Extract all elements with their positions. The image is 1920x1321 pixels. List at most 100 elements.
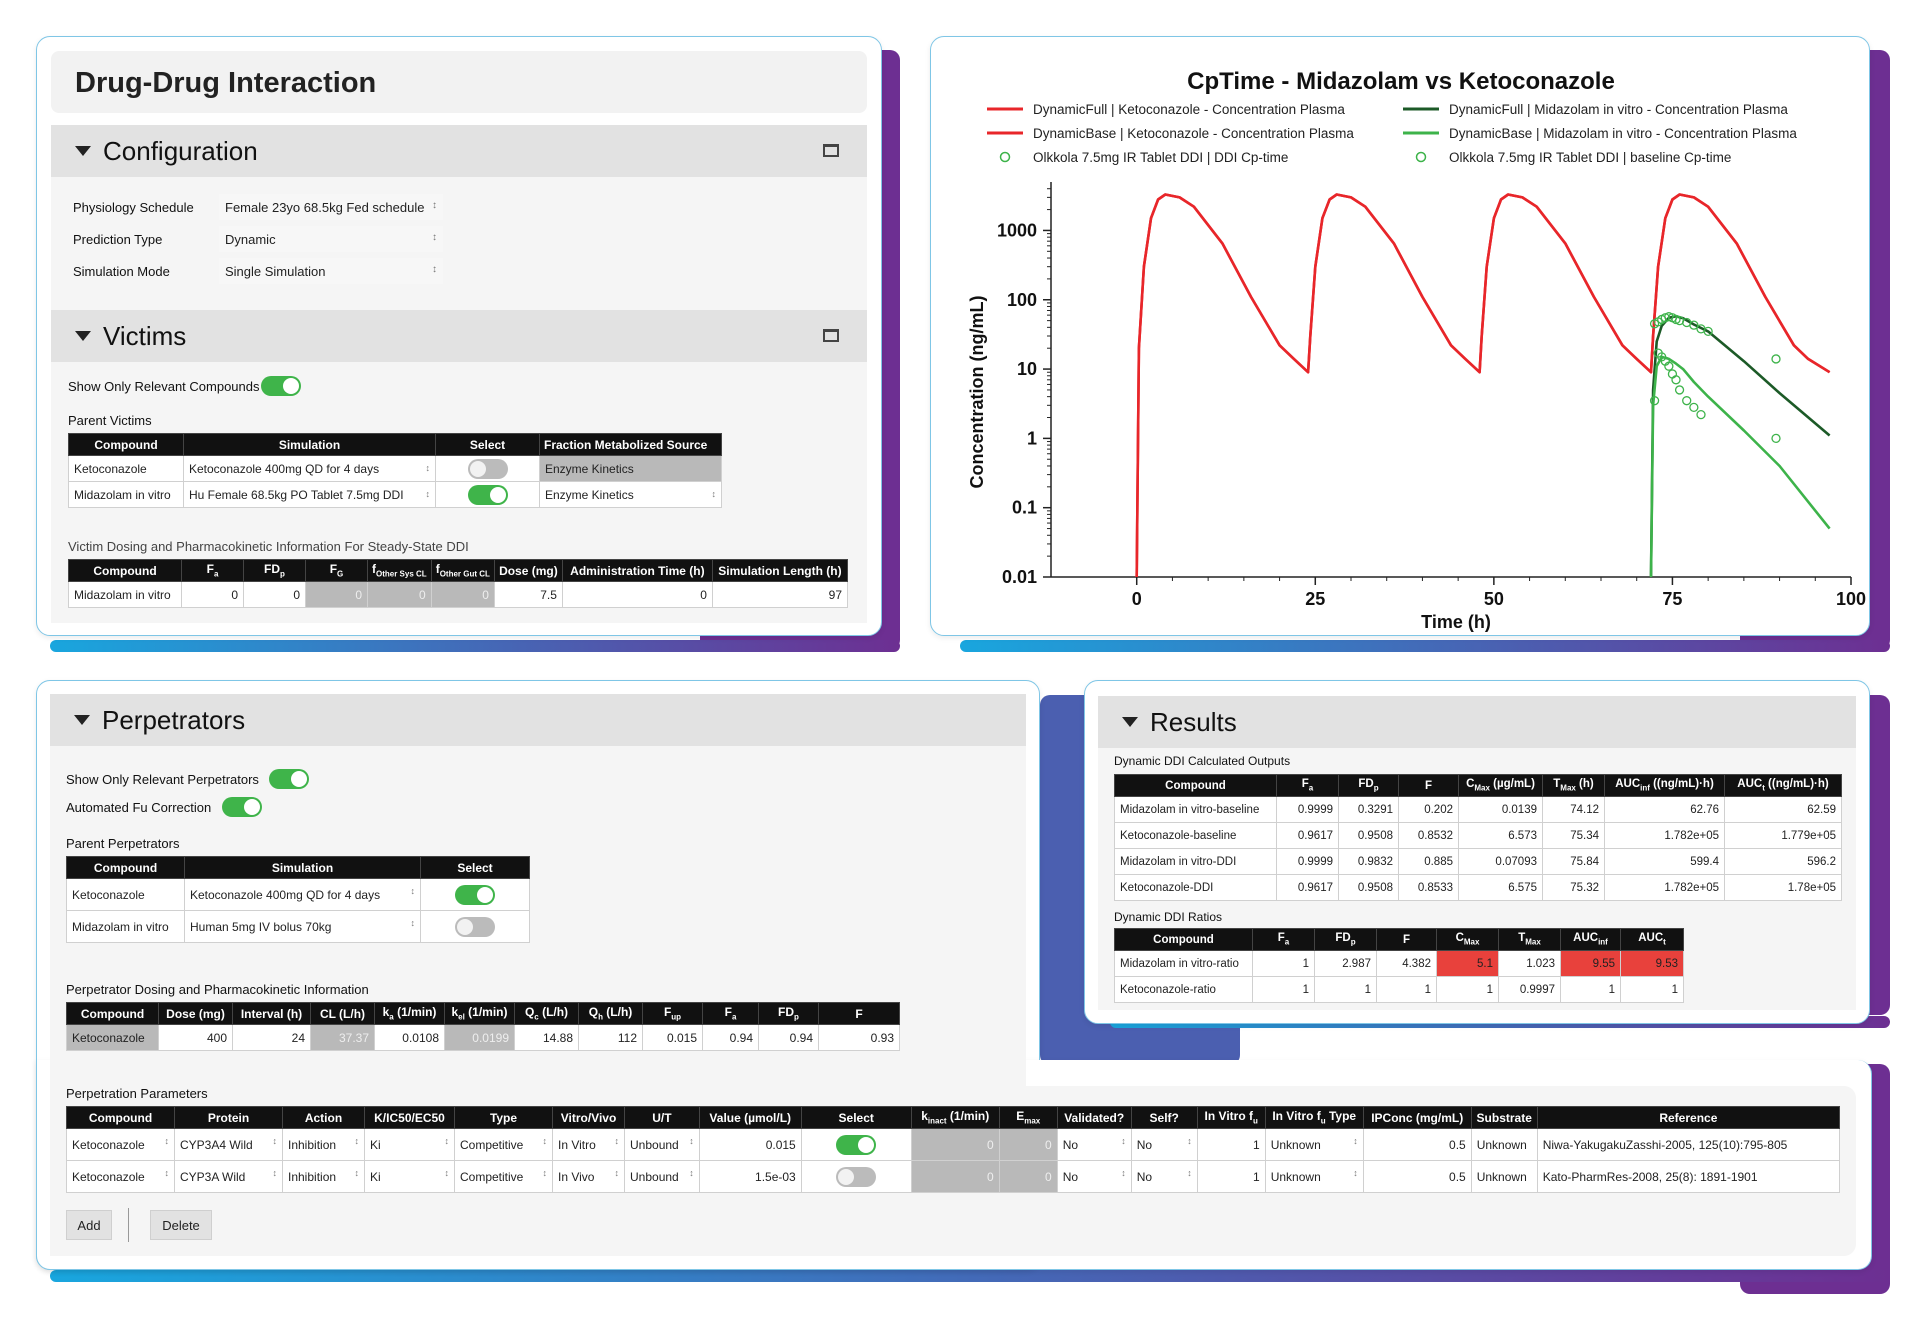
header-text: (h): [1575, 778, 1594, 791]
simulation-select[interactable]: Ketoconazole 400mg QD for 4 days: [183, 455, 436, 482]
prediction-type-select[interactable]: Dynamic: [219, 226, 443, 252]
reference-cell[interactable]: Niwa-YakugakuZasshi-2005, 125(10):795-80…: [1536, 1128, 1841, 1161]
value-cell: 1.023: [1498, 950, 1561, 977]
self-select[interactable]: No: [1130, 1160, 1198, 1193]
sim-length-input[interactable]: 97: [711, 581, 849, 608]
table-row: Ketoconazole Ketoconazole 400mg QD for 4…: [68, 455, 722, 482]
simulation-select[interactable]: Hu Female 68.5kg PO Tablet 7.5mg DDI: [183, 481, 436, 508]
value-cell: 0.9508: [1338, 874, 1399, 901]
ddi-body: [51, 125, 867, 623]
baseline-observed-point: [1667, 369, 1678, 379]
select-toggle[interactable]: [455, 916, 495, 937]
collapse-triangle-icon[interactable]: [75, 331, 91, 341]
fa-input[interactable]: 0.94: [702, 1024, 759, 1051]
header-text: (L/h): [538, 1005, 569, 1020]
compound-select[interactable]: Ketoconazole: [66, 1128, 175, 1161]
fu-input[interactable]: 1: [1196, 1160, 1266, 1193]
value-cell: 74.12: [1542, 796, 1605, 823]
delete-button[interactable]: Delete: [150, 1210, 212, 1240]
value-input[interactable]: 0.015: [698, 1128, 802, 1161]
ut-select[interactable]: Unbound: [624, 1128, 700, 1161]
source-select[interactable]: Enzyme Kinetics: [539, 481, 722, 508]
column-header: Select: [420, 856, 530, 879]
substrate-cell[interactable]: Unknown: [1470, 1160, 1538, 1193]
substrate-cell[interactable]: Unknown: [1470, 1128, 1538, 1161]
header-sub: Max: [1560, 783, 1576, 793]
select-toggle[interactable]: [467, 484, 508, 505]
header-text: T: [1553, 778, 1561, 791]
k-select[interactable]: Ki: [364, 1160, 455, 1193]
perpetrators-header[interactable]: Perpetrators: [50, 694, 1026, 746]
type-select[interactable]: Competitive: [454, 1160, 553, 1193]
select-toggle[interactable]: [836, 1166, 877, 1187]
collapse-triangle-icon[interactable]: [74, 715, 90, 725]
baseline-observed-point: [1671, 375, 1681, 385]
fup-input[interactable]: 0.015: [642, 1024, 703, 1051]
ddi-observed-point: [1771, 354, 1781, 364]
vitro-vivo-select[interactable]: In Vivo: [552, 1160, 625, 1193]
popout-icon[interactable]: [823, 144, 839, 157]
validated-select[interactable]: No: [1056, 1160, 1132, 1193]
vitro-vivo-select[interactable]: In Vitro: [552, 1128, 625, 1161]
relevant-compounds-toggle[interactable]: [261, 376, 301, 396]
simulation-select[interactable]: Ketoconazole 400mg QD for 4 days: [184, 878, 421, 911]
column-header: Select: [435, 433, 540, 456]
ipconc-input[interactable]: 0.5: [1362, 1160, 1472, 1193]
header-text: ((ng/mL)·h): [1764, 778, 1829, 791]
admin-time-input[interactable]: 0: [561, 581, 713, 608]
compound-cell: Ketoconazole: [66, 1024, 159, 1051]
simulation-mode-select[interactable]: Single Simulation: [219, 258, 443, 284]
type-select[interactable]: Competitive: [454, 1128, 553, 1161]
header-text: F: [663, 1005, 672, 1020]
legend-marker: [999, 151, 1011, 163]
interval-input[interactable]: 24: [232, 1024, 311, 1051]
collapse-triangle-icon[interactable]: [75, 146, 91, 156]
compound-cell: Ketoconazole: [68, 455, 184, 482]
fdp-input[interactable]: 0.94: [758, 1024, 819, 1051]
ut-select[interactable]: Unbound: [624, 1160, 700, 1193]
column-header: Simulation Length (h): [711, 559, 849, 582]
header-text: AUC: [1737, 778, 1763, 791]
select-toggle[interactable]: [455, 884, 495, 905]
action-select[interactable]: Inhibition: [282, 1160, 365, 1193]
protein-select[interactable]: CYP3A Wild: [174, 1160, 283, 1193]
collapse-triangle-icon[interactable]: [1122, 717, 1138, 727]
action-select[interactable]: Inhibition: [282, 1128, 365, 1161]
popout-icon[interactable]: [823, 329, 839, 342]
select-toggle[interactable]: [467, 458, 508, 479]
configuration-header[interactable]: Configuration: [51, 125, 867, 177]
table-row: Midazolam in vitro Hu Female 68.5kg PO T…: [68, 481, 722, 508]
header-text: F: [329, 562, 338, 577]
ka-input[interactable]: 0.0108: [374, 1024, 445, 1051]
select-toggle[interactable]: [836, 1134, 877, 1155]
fu-type-select[interactable]: Unknown: [1264, 1128, 1364, 1161]
kinact-cell: 0: [910, 1128, 1000, 1161]
fu-type-select[interactable]: Unknown: [1264, 1160, 1364, 1193]
add-button[interactable]: Add: [66, 1210, 112, 1240]
simulation-select[interactable]: Human 5mg IV bolus 70kg: [184, 910, 421, 943]
value-cell: 4.382: [1376, 950, 1437, 977]
relevant-perpetrators-toggle[interactable]: [269, 769, 309, 789]
victims-header[interactable]: Victims: [51, 310, 867, 362]
qc-input[interactable]: 14.88: [514, 1024, 579, 1051]
physiology-schedule-select[interactable]: Female 23yo 68.5kg Fed schedule: [219, 194, 443, 220]
k-select[interactable]: Ki: [364, 1128, 455, 1161]
validated-select[interactable]: No: [1056, 1128, 1132, 1161]
reference-cell[interactable]: Kato-PharmRes-2008, 25(8): 1891-1901: [1536, 1160, 1841, 1193]
ipconc-input[interactable]: 0.5: [1362, 1128, 1472, 1161]
fa-input[interactable]: 0: [181, 581, 244, 608]
fu-input[interactable]: 1: [1196, 1128, 1266, 1161]
value-input[interactable]: 1.5e-03: [698, 1160, 802, 1193]
compound-select[interactable]: Ketoconazole: [66, 1160, 175, 1193]
dose-input[interactable]: 400: [158, 1024, 233, 1051]
fdp-input[interactable]: 0: [243, 581, 306, 608]
self-select[interactable]: No: [1130, 1128, 1198, 1161]
f-input[interactable]: 0.93: [818, 1024, 900, 1051]
value-cell: 62.59: [1724, 796, 1842, 823]
dose-input[interactable]: 7.5: [493, 581, 563, 608]
qh-input[interactable]: 112: [578, 1024, 643, 1051]
results-header[interactable]: Results: [1098, 696, 1856, 748]
protein-select[interactable]: CYP3A4 Wild: [174, 1128, 283, 1161]
compound-cell: Ketoconazole-DDI: [1114, 874, 1277, 901]
fu-correction-toggle[interactable]: [222, 797, 262, 817]
